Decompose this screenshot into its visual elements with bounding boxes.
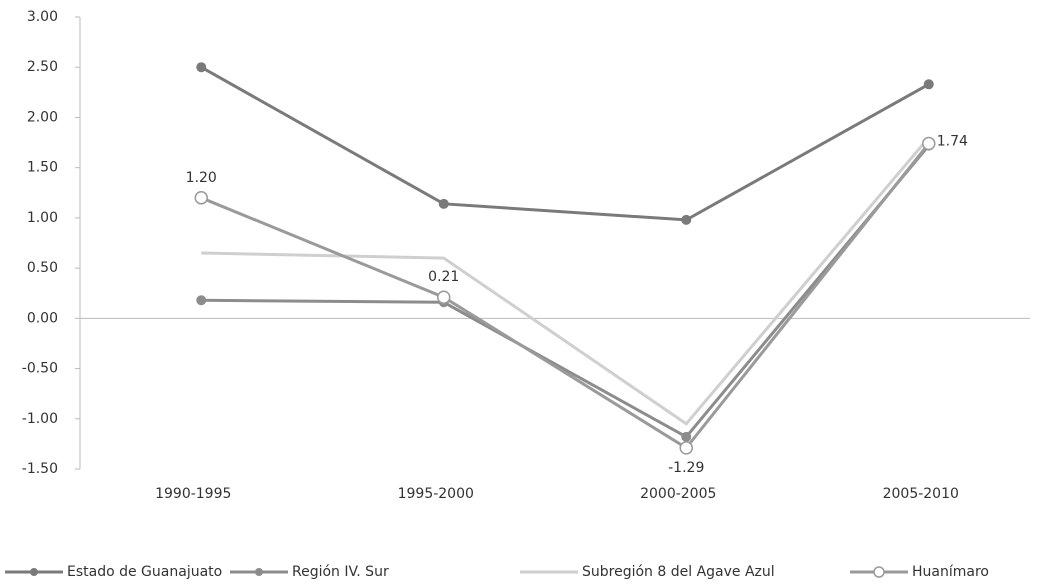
x-tick-label: 2005-2010 [883, 486, 959, 502]
y-tick-label: -1.00 [22, 411, 58, 427]
series-line [200, 65, 930, 222]
data-label: 1.20 [186, 170, 217, 186]
series-line [201, 136, 930, 426]
point [679, 441, 693, 455]
y-tick-label: 1.50 [27, 160, 58, 176]
data-label: 0.21 [428, 269, 459, 285]
legend-label: Subregión 8 del Agave Azul [582, 564, 775, 580]
point [196, 62, 207, 73]
y-tick-label: -1.50 [22, 461, 58, 477]
point [194, 191, 208, 205]
y-tick-label: 0.00 [27, 310, 58, 326]
point [437, 290, 451, 304]
legend-marker [30, 568, 38, 576]
y-tick-label: 0.50 [27, 260, 58, 276]
y-tick-label: 3.00 [27, 9, 58, 25]
y-tick-label: 2.00 [27, 109, 58, 125]
x-tick-label: 2000-2005 [640, 486, 716, 502]
legend-marker [255, 568, 263, 576]
legend-label: Estado de Guanajuato [67, 564, 222, 580]
point [196, 295, 207, 306]
point [681, 431, 692, 442]
data-label: -1.29 [668, 460, 704, 476]
x-tick-label: 1990-1995 [155, 486, 231, 502]
legend-label: Región IV. Sur [292, 564, 389, 580]
y-tick-label: -0.50 [22, 361, 58, 377]
point [923, 79, 934, 90]
legend-marker [873, 566, 885, 578]
point [681, 214, 692, 225]
legend-label: Huanímaro [912, 564, 989, 580]
series-line [201, 144, 930, 439]
series-line [200, 142, 930, 450]
data-label: 1.74 [937, 134, 968, 150]
point [438, 198, 449, 209]
y-tick-label: 1.00 [27, 210, 58, 226]
point [922, 136, 936, 151]
y-tick-label: 2.50 [27, 59, 58, 75]
x-tick-label: 1995-2000 [398, 486, 474, 502]
